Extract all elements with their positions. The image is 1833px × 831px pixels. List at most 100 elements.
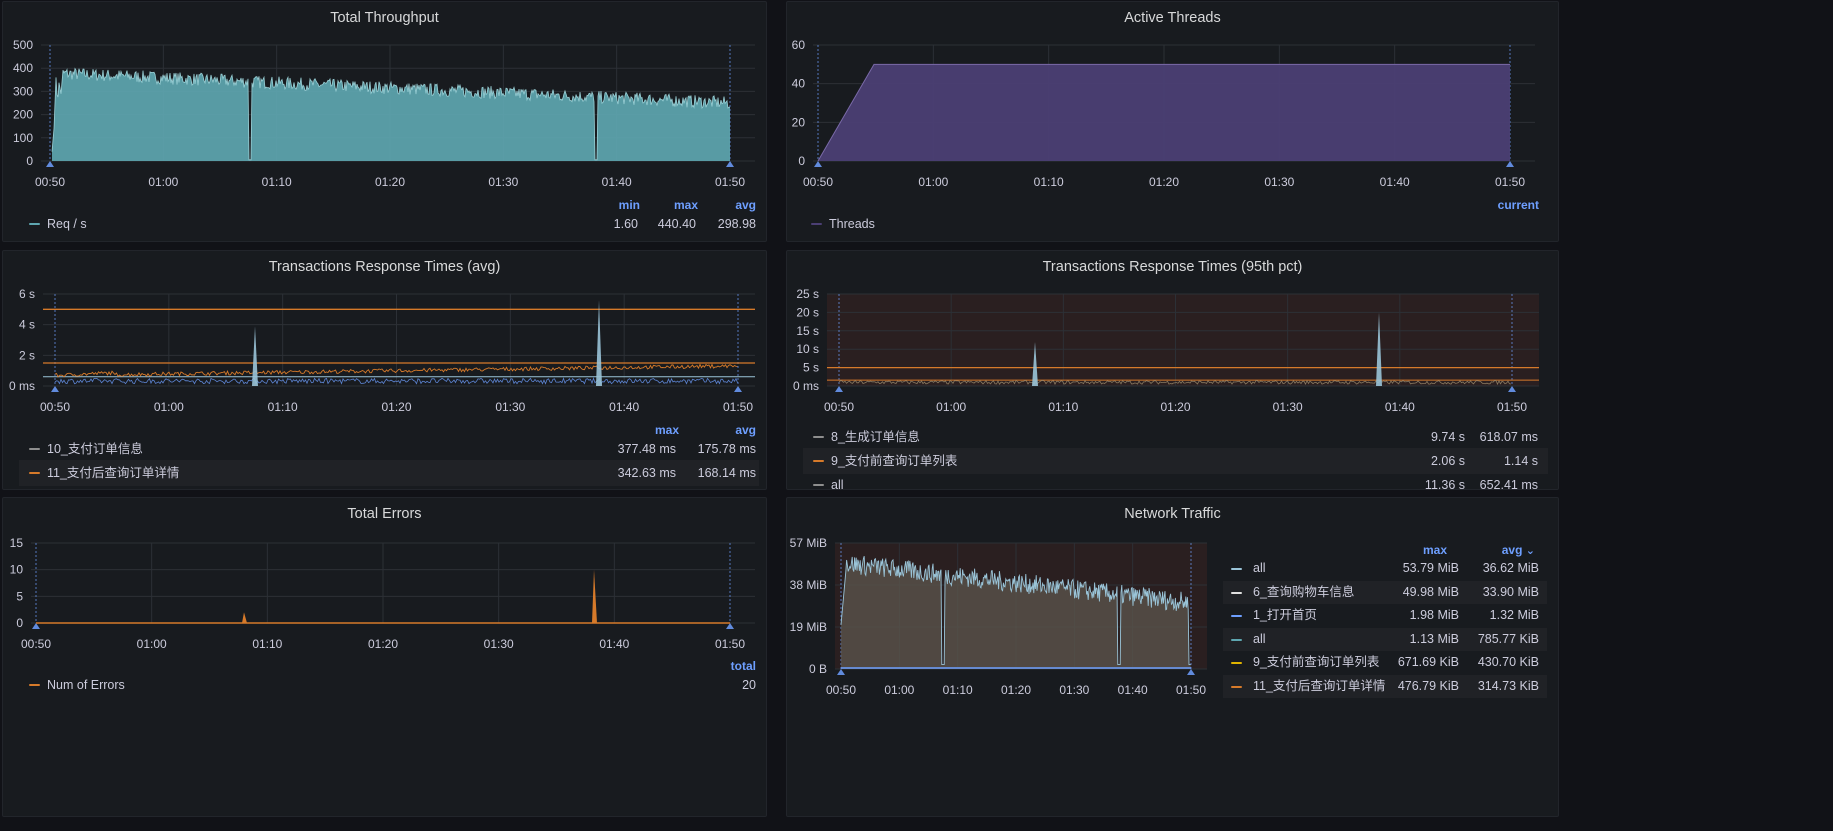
- series-color-swatch: [1231, 685, 1242, 688]
- y-tick-label: 57 MiB: [790, 536, 827, 550]
- x-tick-label: 01:20: [375, 175, 405, 189]
- legend-value-avg: 298.98: [717, 217, 756, 231]
- legend-row[interactable]: all 53.79 MiB 36.62 MiB: [1223, 557, 1547, 580]
- y-tick-label: 100: [13, 131, 33, 145]
- legend-row[interactable]: 9_支付前查询订单列表 671.69 KiB 430.70 KiB: [1223, 651, 1547, 674]
- panel-title[interactable]: Transactions Response Times (avg): [268, 259, 501, 275]
- spike: [1032, 341, 1038, 386]
- annotation-marker: [51, 386, 59, 392]
- series-color-swatch: [813, 460, 824, 462]
- series-color-swatch: [1231, 638, 1242, 641]
- panel-title[interactable]: Total Errors: [347, 506, 422, 522]
- y-tick-label: 0: [26, 154, 33, 168]
- series-color-swatch: [29, 684, 40, 686]
- spike: [596, 300, 602, 386]
- series-line: [54, 377, 738, 385]
- throughput-chart[interactable]: 500 400 300 200 100 000:50 01:00 01:10 01:20 01:3…: [3, 2, 767, 202]
- x-tick-label: 01:40: [599, 637, 629, 651]
- legend-header-avg[interactable]: avg ⌄: [1467, 543, 1535, 557]
- y-tick-label: 0: [16, 616, 23, 630]
- x-tick-label: 01:30: [1264, 175, 1294, 189]
- legend-value-max: 11.36 s: [1424, 478, 1465, 490]
- annotation-marker: [1187, 669, 1195, 675]
- y-tick-label: 0 ms: [9, 379, 35, 393]
- legend-row[interactable]: 9_支付前查询订单列表 2.06 s 1.14 s: [803, 448, 1548, 474]
- legend-value-avg: 652.41 ms: [1479, 478, 1538, 490]
- legend-value-max: 671.69 KiB: [1397, 655, 1459, 669]
- legend-value-total: 20: [742, 678, 756, 692]
- threads-chart[interactable]: 60 40 20 0 00:50 01:00 01:10 01:20 01:30 01:40 01:…: [787, 2, 1559, 202]
- legend-value-avg: 36.62 MiB: [1482, 561, 1539, 575]
- legend-value-max: 49.98 MiB: [1402, 584, 1459, 599]
- legend-value-min: 1.60: [613, 217, 638, 231]
- legend-value-max: 9.74 s: [1430, 430, 1465, 444]
- network-chart[interactable]: 57 MiB 38 MiB 19 MiB 0 B 00:50 01:00 01:10 01:2…: [787, 498, 1212, 708]
- y-tick-label: 400: [13, 61, 33, 75]
- legend-row[interactable]: 11_支付后查询订单详情 476.79 KiB 314.73 KiB: [1223, 674, 1547, 698]
- legend-row[interactable]: 6_查询购物车信息 49.98 MiB 33.90 MiB: [1223, 580, 1547, 604]
- legend-series-name: 11_支付后查询订单详情: [1253, 678, 1386, 693]
- x-tick-label: 01:10: [1048, 400, 1078, 414]
- series-line: [54, 363, 738, 378]
- legend-row[interactable]: Num of Errors 20: [19, 672, 759, 698]
- x-tick-label: 01:30: [1059, 683, 1089, 697]
- panel-total-throughput: Total Throughput 500 400 300 200 100 0 00:50 01…: [2, 1, 767, 242]
- legend-header-max[interactable]: max: [673, 198, 698, 212]
- legend-value-avg: 1.32 MiB: [1489, 608, 1539, 622]
- legend-row[interactable]: 10_支付订单信息 377.48 ms 175.78 ms: [19, 436, 759, 462]
- annotation-marker: [46, 161, 54, 167]
- annotation-marker: [814, 161, 822, 167]
- legend-row[interactable]: 8_生成订单信息 9.74 s 618.07 ms: [803, 424, 1548, 450]
- legend-value-avg: 1.14 s: [1503, 454, 1538, 468]
- threads-line: [817, 63, 1510, 162]
- legend-row[interactable]: Req / s 1.60 440.40 298.98: [19, 211, 759, 237]
- x-tick-label: 01:30: [1273, 400, 1303, 414]
- y-tick-label: 60: [792, 38, 806, 52]
- response-p95-chart[interactable]: 25 s 20 s 15 s 10 s 5 s 0 ms 00:50 01:00 01:10 01…: [787, 251, 1559, 421]
- x-tick-label: 01:20: [1160, 400, 1190, 414]
- legend-header-current[interactable]: current: [1497, 198, 1539, 212]
- legend-header-max[interactable]: max: [654, 423, 679, 437]
- series-color-swatch: [813, 484, 824, 486]
- x-tick-label: 00:50: [21, 637, 51, 651]
- legend-header-min[interactable]: min: [618, 198, 640, 212]
- legend-row[interactable]: Threads: [803, 211, 1548, 237]
- x-tick-label: 01:00: [148, 175, 178, 189]
- threads-area: [818, 64, 1510, 161]
- legend-header-avg[interactable]: avg: [735, 423, 756, 437]
- legend-row[interactable]: all 1.13 MiB 785.77 KiB: [1223, 627, 1547, 651]
- x-tick-label: 01:30: [495, 400, 525, 414]
- y-tick-label: 20: [792, 115, 806, 129]
- legend-header-avg[interactable]: avg: [735, 198, 756, 212]
- x-tick-label: 01:40: [1385, 400, 1415, 414]
- response-avg-chart[interactable]: 6 s 4 s 2 s 0 ms 00:50 01:00 01:10 01:20 01:30 01…: [3, 251, 767, 421]
- series-color-swatch: [1231, 662, 1242, 664]
- network-area: [841, 556, 1191, 669]
- errors-spike: [592, 569, 597, 623]
- legend-header-total[interactable]: total: [730, 659, 756, 673]
- legend-row[interactable]: all 11.36 s 652.41 ms: [803, 472, 1548, 490]
- panel-title[interactable]: Transactions Response Times (95th pct): [1042, 259, 1303, 275]
- legend-value-max: 1.98 MiB: [1409, 608, 1459, 622]
- series-color-swatch: [29, 472, 40, 474]
- legend-series-name: 1_打开首页: [1253, 608, 1317, 622]
- panel-title[interactable]: Network Traffic: [1124, 506, 1221, 522]
- legend-header-max[interactable]: max: [1422, 543, 1447, 557]
- legend-row[interactable]: 1_打开首页 1.98 MiB 1.32 MiB: [1223, 604, 1547, 627]
- legend-row[interactable]: 11_支付后查询订单详情 342.63 ms 168.14 ms: [19, 460, 759, 486]
- legend-series-name: Req / s: [47, 217, 87, 231]
- series-line: [838, 379, 1512, 386]
- y-tick-label: 0: [798, 154, 805, 168]
- panel-response-times-avg: Transactions Response Times (avg) 6 s 4 s…: [2, 250, 767, 490]
- y-tick-label: 5: [16, 589, 23, 603]
- errors-chart[interactable]: 15 10 5 0 00:50 01:00 01:10 01:20 01:30 01:40 01:5…: [3, 498, 767, 658]
- panel-title[interactable]: Active Threads: [1124, 10, 1221, 26]
- annotation-marker: [835, 386, 843, 392]
- x-tick-label: 01:40: [609, 400, 639, 414]
- y-tick-label: 0 B: [809, 662, 827, 676]
- panel-title[interactable]: Total Throughput: [330, 10, 439, 26]
- y-tick-label: 4 s: [19, 318, 35, 332]
- legend-value-avg: 430.70 KiB: [1477, 655, 1539, 669]
- y-tick-label: 2 s: [19, 348, 35, 362]
- series-color-swatch: [811, 223, 822, 225]
